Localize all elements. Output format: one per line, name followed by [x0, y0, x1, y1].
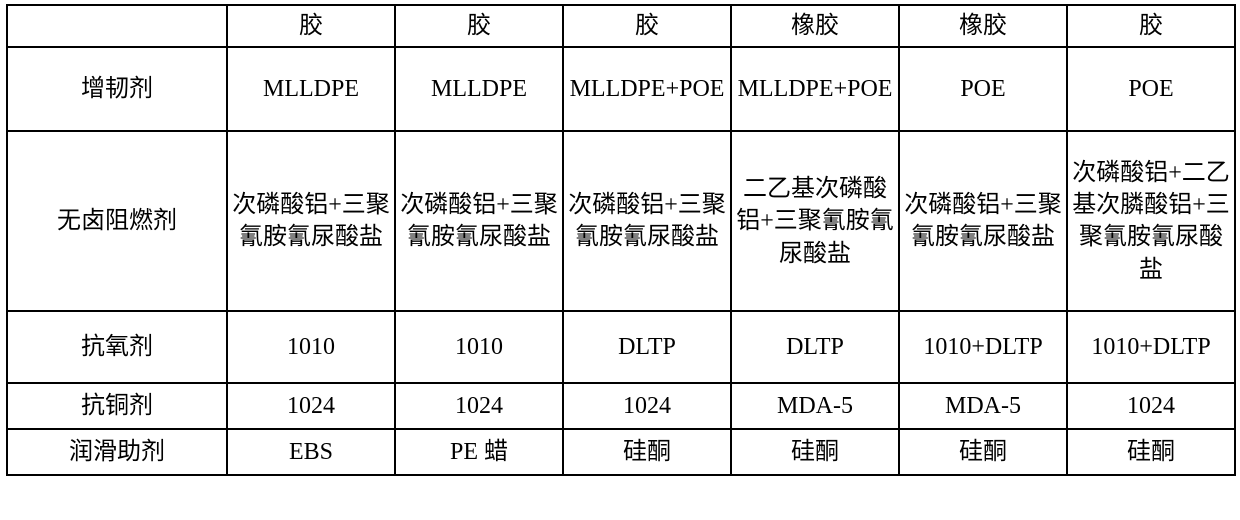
cell: POE [899, 47, 1067, 131]
cell: 次磷酸铝+三聚氰胺氰尿酸盐 [899, 131, 1067, 311]
cell: DLTP [731, 311, 899, 383]
cell: 次磷酸铝+三聚氰胺氰尿酸盐 [563, 131, 731, 311]
header-col-4: 橡胶 [731, 5, 899, 47]
row-antioxidant: 抗氧剂 1010 1010 DLTP DLTP 1010+DLTP 1010+D… [7, 311, 1235, 383]
cell: 1024 [563, 383, 731, 429]
header-col-1: 胶 [227, 5, 395, 47]
cell: 次磷酸铝+三聚氰胺氰尿酸盐 [227, 131, 395, 311]
cell: PE 蜡 [395, 429, 563, 475]
cell: 硅酮 [1067, 429, 1235, 475]
cell: 1010+DLTP [899, 311, 1067, 383]
row-label: 无卤阻燃剂 [7, 131, 227, 311]
cell: 次磷酸铝+三聚氰胺氰尿酸盐 [395, 131, 563, 311]
cell: MLLDPE [227, 47, 395, 131]
cell: 次磷酸铝+二乙基次膦酸铝+三聚氰胺氰尿酸盐 [1067, 131, 1235, 311]
cell: POE [1067, 47, 1235, 131]
cell: 1010 [227, 311, 395, 383]
composition-table: 胶 胶 胶 橡胶 橡胶 胶 增韧剂 MLLDPE MLLDPE MLLDPE+P… [6, 4, 1236, 476]
row-anti-copper: 抗铜剂 1024 1024 1024 MDA-5 MDA-5 1024 [7, 383, 1235, 429]
cell: MDA-5 [899, 383, 1067, 429]
cell: 二乙基次磷酸铝+三聚氰胺氰尿酸盐 [731, 131, 899, 311]
row-lubricant: 润滑助剂 EBS PE 蜡 硅酮 硅酮 硅酮 硅酮 [7, 429, 1235, 475]
row-label: 抗氧剂 [7, 311, 227, 383]
cell: 1010 [395, 311, 563, 383]
cell: MDA-5 [731, 383, 899, 429]
cell: MLLDPE [395, 47, 563, 131]
row-label: 润滑助剂 [7, 429, 227, 475]
header-col-5: 橡胶 [899, 5, 1067, 47]
cell: 硅酮 [899, 429, 1067, 475]
cell: EBS [227, 429, 395, 475]
cell: 1024 [395, 383, 563, 429]
row-toughener: 增韧剂 MLLDPE MLLDPE MLLDPE+POE MLLDPE+POE … [7, 47, 1235, 131]
cell: 1024 [1067, 383, 1235, 429]
header-col-3: 胶 [563, 5, 731, 47]
header-col-2: 胶 [395, 5, 563, 47]
cell: 硅酮 [563, 429, 731, 475]
cell: DLTP [563, 311, 731, 383]
row-flame-retardant: 无卤阻燃剂 次磷酸铝+三聚氰胺氰尿酸盐 次磷酸铝+三聚氰胺氰尿酸盐 次磷酸铝+三… [7, 131, 1235, 311]
cell: 1010+DLTP [1067, 311, 1235, 383]
cell: MLLDPE+POE [563, 47, 731, 131]
row-label: 抗铜剂 [7, 383, 227, 429]
cell: 1024 [227, 383, 395, 429]
cell: MLLDPE+POE [731, 47, 899, 131]
row-label: 增韧剂 [7, 47, 227, 131]
table-header-row: 胶 胶 胶 橡胶 橡胶 胶 [7, 5, 1235, 47]
cell: 硅酮 [731, 429, 899, 475]
header-blank [7, 5, 227, 47]
header-col-6: 胶 [1067, 5, 1235, 47]
